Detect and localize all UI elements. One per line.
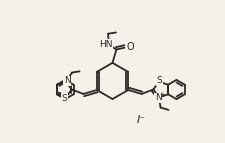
Text: S: S bbox=[62, 94, 68, 103]
Text: S: S bbox=[156, 76, 162, 85]
Text: I⁻: I⁻ bbox=[137, 115, 146, 125]
Text: N: N bbox=[64, 77, 71, 86]
Text: O: O bbox=[126, 42, 134, 52]
Text: N: N bbox=[155, 93, 162, 102]
Text: HN: HN bbox=[99, 40, 112, 49]
Text: +: + bbox=[159, 92, 165, 98]
